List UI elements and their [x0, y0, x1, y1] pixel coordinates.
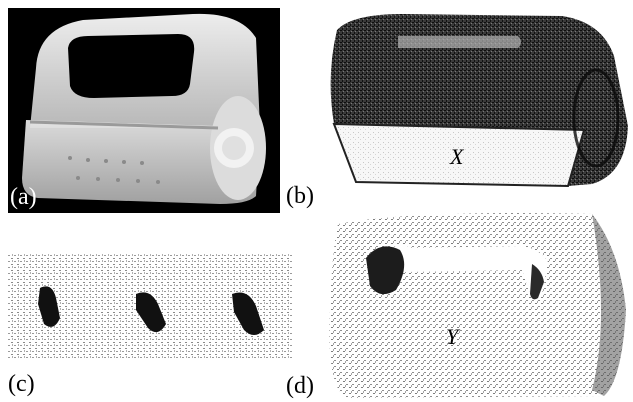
label-a: (a): [10, 184, 37, 210]
variable-x: X: [450, 144, 464, 169]
variable-y: Y: [446, 324, 459, 349]
label-b: (b): [286, 183, 314, 209]
point-cloud-x: [330, 14, 628, 188]
point-cloud-y: [329, 213, 626, 398]
point-cloud-patch: [8, 254, 292, 358]
panel-c-patch: (c): [8, 254, 292, 396]
label-c: (c): [8, 371, 35, 397]
panel-a-photo: (a): [8, 8, 280, 213]
panel-b-pointcloud: X (b): [286, 6, 630, 211]
label-d: (d): [286, 373, 314, 399]
container-photo: [8, 8, 280, 213]
panel-d-pointcloud: Y (d): [286, 210, 630, 400]
